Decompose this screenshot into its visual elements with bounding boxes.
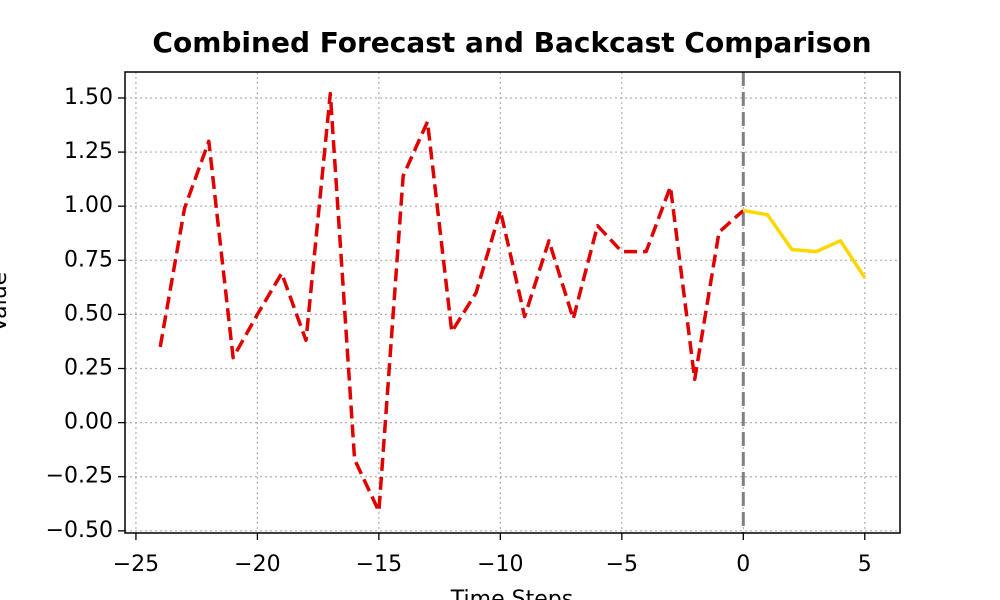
y-tick-label: −0.25 xyxy=(46,464,113,489)
x-tick-label: −15 xyxy=(356,552,402,577)
x-tick-label: −25 xyxy=(113,552,159,577)
y-tick-label: 0.75 xyxy=(64,247,113,272)
y-tick-label: 0.25 xyxy=(64,356,113,381)
x-tick-label: −5 xyxy=(606,552,638,577)
x-axis-label: Time Steps xyxy=(450,587,573,600)
x-tick-label: 5 xyxy=(858,552,872,577)
y-tick-label: 0.00 xyxy=(64,410,113,435)
data-line xyxy=(742,208,867,279)
y-tick-label: 1.00 xyxy=(64,193,113,218)
y-tick-label: 1.50 xyxy=(64,85,113,110)
chart-title: Combined Forecast and Backcast Compariso… xyxy=(152,26,871,59)
x-tick-label: 0 xyxy=(736,552,750,577)
plot-frame xyxy=(124,71,901,534)
data-line xyxy=(158,91,745,514)
x-tick-label: −10 xyxy=(477,552,523,577)
y-tick-label: 1.25 xyxy=(64,139,113,164)
y-tick-label: 0.50 xyxy=(64,301,113,326)
y-axis-label: Value xyxy=(0,272,12,332)
x-tick-label: −20 xyxy=(234,552,280,577)
y-tick-label: −0.50 xyxy=(46,518,113,543)
